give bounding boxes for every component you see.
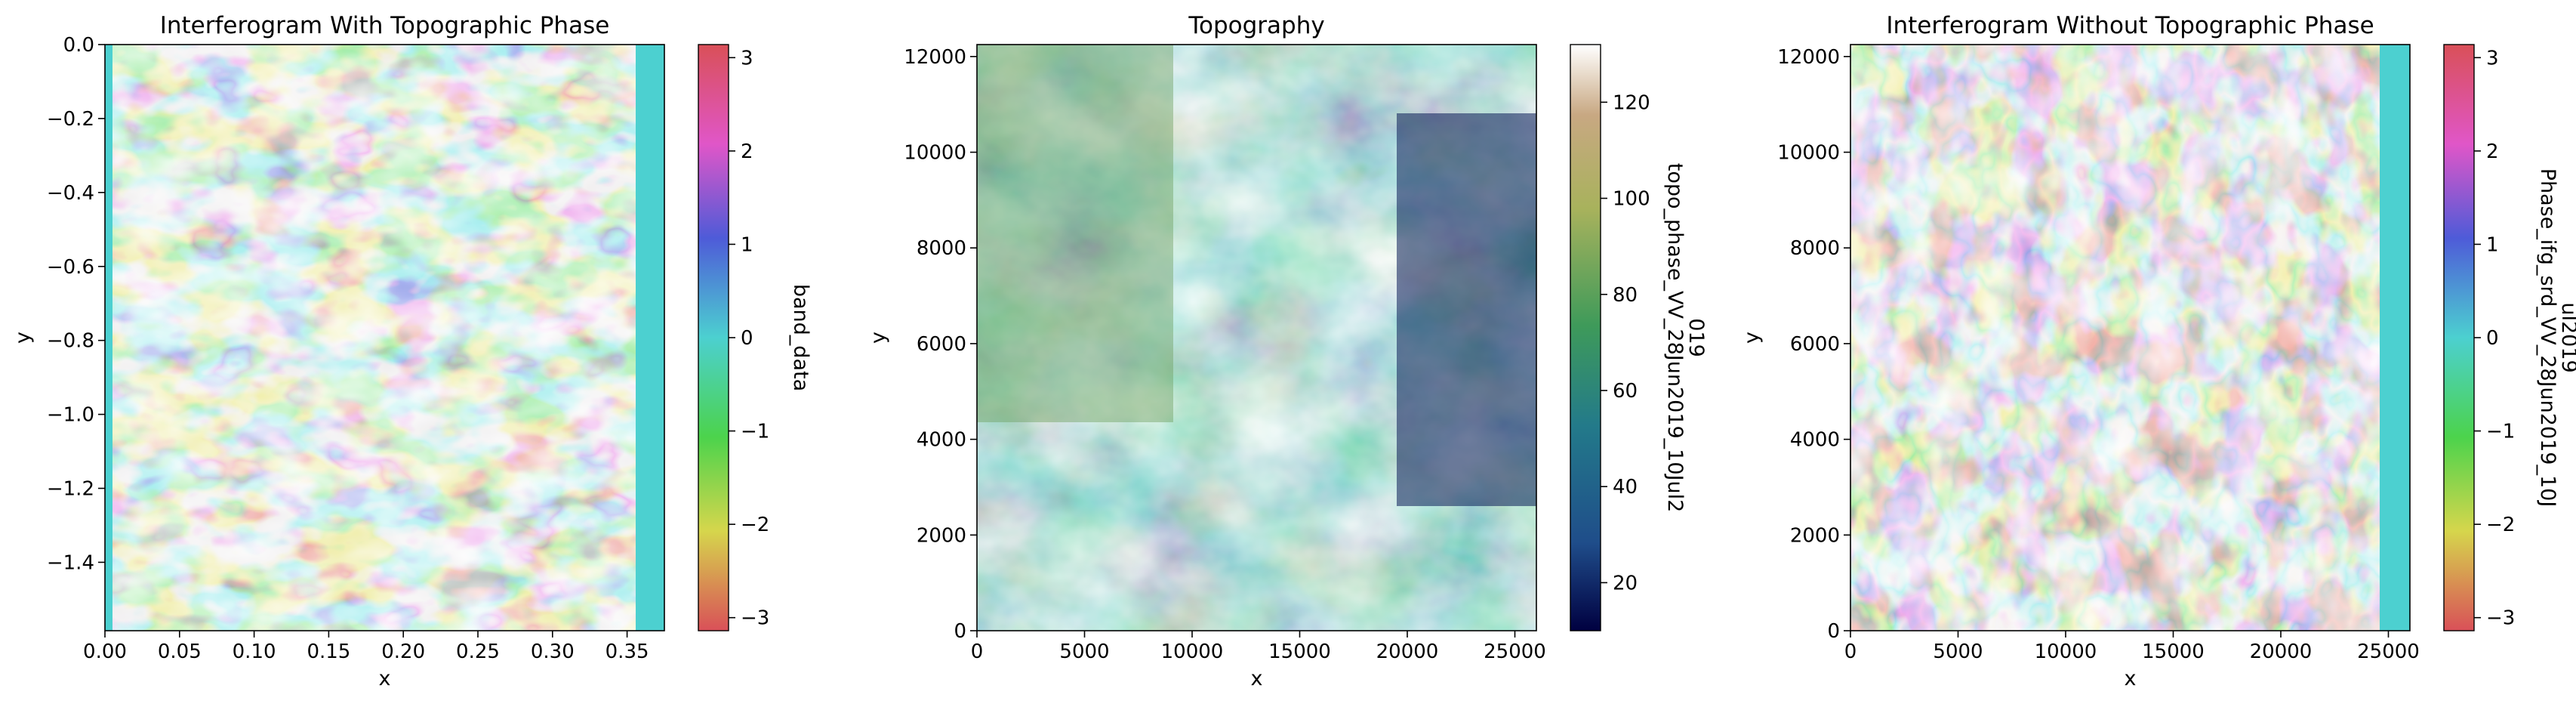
p1-ytick-label: −0.8 — [47, 330, 94, 353]
p2-frame — [976, 44, 1537, 631]
p1-xtick-label: 0.35 — [605, 641, 649, 663]
p3-xtick-label: 0 — [1844, 641, 1857, 663]
p1-xtick-label: 0.20 — [381, 641, 425, 663]
p3-cbar-tick-label: 1 — [2486, 233, 2499, 256]
p3-ytick-label: 4000 — [1790, 429, 1840, 452]
p3-cbar-label: ul2019 — [2557, 302, 2576, 372]
p1-colorbar — [698, 44, 729, 631]
p1-title: Interferogram With Topographic Phase — [160, 12, 610, 39]
p2-ytick-label: 4000 — [917, 429, 966, 452]
p2-xtick-label: 15000 — [1268, 641, 1331, 663]
p1-cbar-label: band_data — [789, 284, 812, 391]
p1-cbar-tick-label: −2 — [741, 514, 769, 536]
p1-xtick-label: 0.30 — [531, 641, 575, 663]
p3-xtick-label: 5000 — [1933, 641, 1983, 663]
p1-ytick-label: −1.2 — [47, 478, 94, 501]
p1-ytick-label: −0.4 — [47, 182, 94, 205]
p3-xtick-label: 15000 — [2142, 641, 2205, 663]
p3-cbar-label: Phase_ifg_srd_VV_28Jun2019_10J — [2536, 168, 2559, 508]
p2-ylabel: y — [867, 332, 890, 344]
p2-cbar-label: topo_phase_VV_28Jun2019_10Jul2 — [1663, 163, 1687, 513]
p2-ytick-label: 2000 — [917, 524, 966, 547]
p1-ytick-label: −0.2 — [47, 108, 94, 131]
p3-cbar-tick-label: −3 — [2486, 607, 2515, 630]
p3-xtick-label: 10000 — [2035, 641, 2097, 663]
p1-cbar-tick-label: 2 — [741, 140, 753, 163]
p2-xtick-label: 5000 — [1059, 641, 1109, 663]
p2-cbar-tick-label: 80 — [1613, 284, 1638, 307]
p2-cbar-tick-label: 60 — [1613, 380, 1638, 403]
p2-cbar-tick-label: 20 — [1613, 572, 1638, 594]
p3-frame — [1850, 44, 2411, 631]
p1-xtick-label: 0.25 — [456, 641, 500, 663]
p3-colorbar — [2443, 44, 2475, 631]
p3-cbar-tick-label: −2 — [2486, 514, 2515, 536]
p2-xtick-label: 20000 — [1376, 641, 1439, 663]
p3-cbar-tick-label: 3 — [2486, 47, 2499, 69]
p1-xtick-label: 0.00 — [83, 641, 127, 663]
p2-ytick-label: 12000 — [904, 46, 966, 69]
p3-cbar-tick-label: 0 — [2486, 327, 2499, 350]
p3-cbar-tick-label: 2 — [2486, 140, 2499, 163]
p2-colorbar — [1570, 44, 1601, 631]
p3-ytick-label: 12000 — [1777, 46, 1840, 69]
p1-cbar-tick-label: 0 — [741, 327, 753, 350]
p3-xlabel: x — [2125, 667, 2137, 690]
p1-xtick-label: 0.15 — [307, 641, 350, 663]
p2-xtick-label: 10000 — [1161, 641, 1224, 663]
p2-ytick-label: 6000 — [917, 333, 966, 356]
p3-title: Interferogram Without Topographic Phase — [1886, 12, 2374, 39]
p2-cbar-tick-label: 120 — [1613, 91, 1650, 114]
p1-ylabel: y — [11, 332, 35, 344]
p2-ytick-label: 8000 — [917, 237, 966, 260]
p1-cbar-tick-label: 1 — [741, 233, 753, 256]
p2-cbar-tick-label: 100 — [1613, 188, 1650, 211]
p1-cbar-tick-label: −1 — [741, 421, 769, 443]
p2-xtick-label: 0 — [971, 641, 984, 663]
p1-cbar-tick-label: −3 — [741, 607, 769, 630]
p1-ytick-label: −0.6 — [47, 256, 94, 279]
p1-xlabel: x — [379, 667, 391, 690]
p3-ylabel: y — [1740, 332, 1764, 344]
panel-3-image — [1850, 45, 2410, 631]
p1-ytick-label: −1.4 — [47, 551, 94, 574]
panel-1-image — [105, 45, 664, 631]
p3-ytick-label: 6000 — [1790, 333, 1840, 356]
p3-ytick-label: 0 — [1827, 620, 1840, 643]
p2-xlabel: x — [1251, 667, 1263, 690]
p3-ytick-label: 10000 — [1777, 142, 1840, 165]
p2-cbar-label: 019 — [1684, 318, 1708, 357]
p1-ytick-label: −1.0 — [47, 404, 94, 427]
p1-cbar-tick-label: 3 — [741, 47, 753, 69]
p2-ytick-label: 0 — [954, 620, 966, 643]
p3-ytick-label: 2000 — [1790, 524, 1840, 547]
p3-cbar-tick-label: −1 — [2486, 421, 2515, 443]
p3-xtick-label: 20000 — [2250, 641, 2313, 663]
p2-title: Topography — [1188, 12, 1324, 39]
p3-xtick-label: 25000 — [2357, 641, 2420, 663]
p2-cbar-tick-label: 40 — [1613, 476, 1638, 499]
p2-ytick-label: 10000 — [904, 142, 966, 165]
p1-xtick-label: 0.10 — [233, 641, 276, 663]
p1-xtick-label: 0.05 — [158, 641, 202, 663]
p2-xtick-label: 25000 — [1484, 641, 1546, 663]
p1-ytick-label: 0.0 — [63, 34, 94, 57]
panel-2-image — [977, 45, 1536, 631]
p1-frame — [104, 44, 665, 631]
p3-ytick-label: 8000 — [1790, 237, 1840, 260]
